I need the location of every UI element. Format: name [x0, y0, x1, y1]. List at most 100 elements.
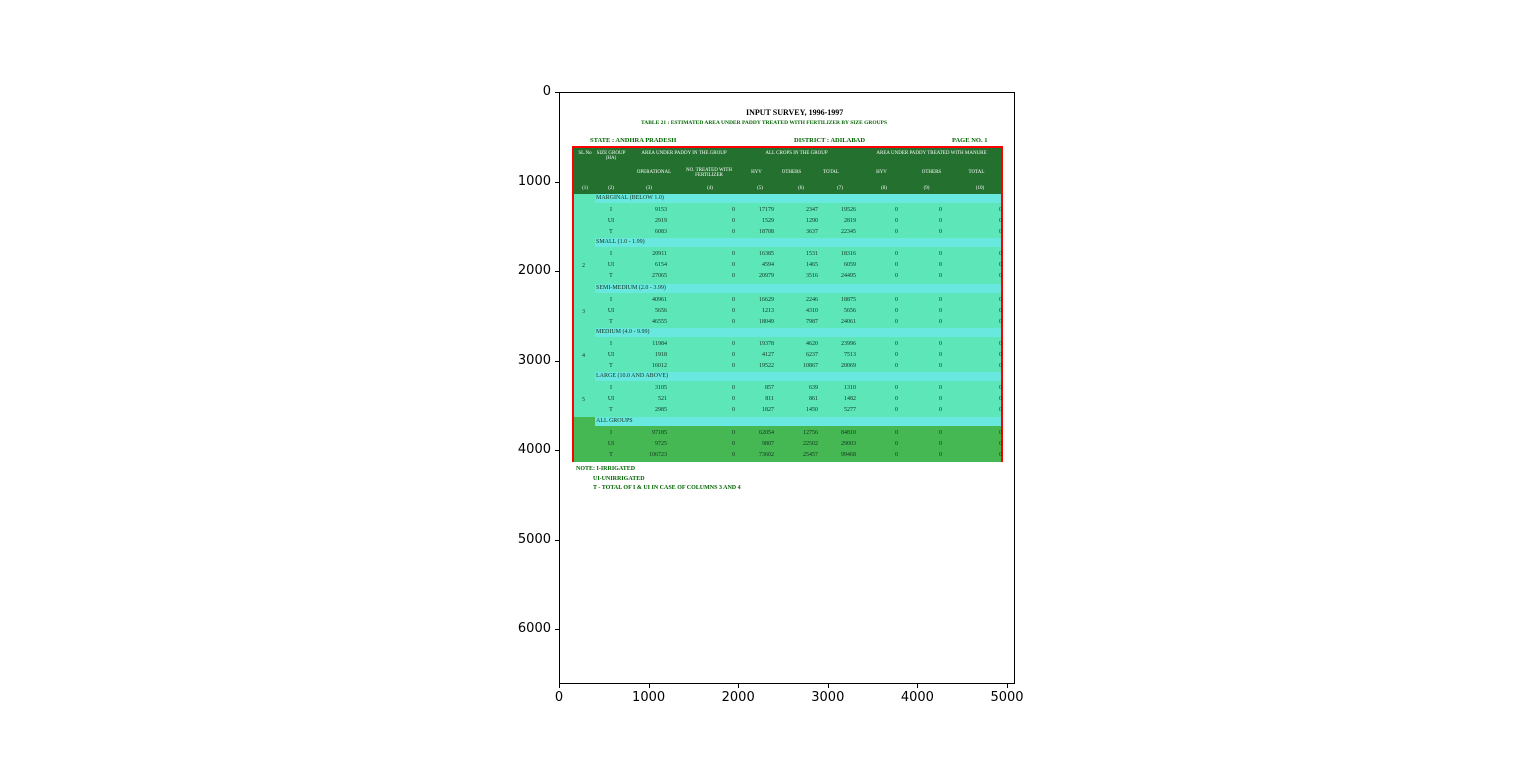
- table-cell: 19522: [759, 363, 774, 369]
- table-cell: 0: [999, 319, 1002, 325]
- table-cell: 0: [895, 207, 898, 213]
- table-cell: 0: [999, 441, 1002, 447]
- table-cell: 1531: [806, 251, 818, 257]
- table-cell: 0: [732, 385, 735, 391]
- table-cell: 0: [732, 308, 735, 314]
- table-cell: 0: [732, 262, 735, 268]
- table-cell: 0: [895, 319, 898, 325]
- row-type: I: [610, 207, 612, 213]
- x-tick-mark: [738, 684, 740, 688]
- table-cell: 861: [809, 396, 818, 402]
- table-cell: 23996: [841, 341, 856, 347]
- table-cell: 46555: [652, 319, 667, 325]
- table-cell: 0: [939, 207, 942, 213]
- y-tick-label: 0: [542, 84, 551, 99]
- header-group3: AREA UNDER PADDY TREATED WITH MANURE: [876, 151, 987, 156]
- table-cell: 1465: [806, 262, 818, 268]
- header-sl: SL.No: [578, 151, 592, 156]
- table-cell: 22345: [841, 229, 856, 235]
- table-cell: 19378: [759, 341, 774, 347]
- table-cell: 0: [939, 297, 942, 303]
- table-cell: 639: [809, 385, 818, 391]
- table-cell: 2246: [806, 297, 818, 303]
- doc-subtitle: TABLE 21 : ESTIMATED AREA UNDER PADDY TR…: [641, 120, 888, 126]
- state-label: STATE : ANDHRA PRADESH: [590, 137, 677, 144]
- table-cell: 0: [732, 207, 735, 213]
- table-cell: 12756: [803, 430, 818, 436]
- group-band: [595, 194, 1001, 203]
- group-band: [595, 238, 1001, 247]
- table-cell: 0: [732, 396, 735, 402]
- serial-number: 2: [582, 263, 585, 269]
- table-cell: 1827: [762, 407, 774, 413]
- table-cell: 40961: [652, 297, 667, 303]
- note-irrigated: NOTE: I-IRRIGATED: [576, 466, 636, 472]
- y-tick-mark: [555, 539, 559, 541]
- table-cell: 1213: [762, 308, 774, 314]
- table-cell: 18875: [841, 297, 856, 303]
- table-cell: 62054: [759, 430, 774, 436]
- x-tick-label: 0: [554, 690, 564, 705]
- table-cell: 0: [732, 430, 735, 436]
- table-cell: 0: [895, 441, 898, 447]
- table-cell: 2347: [806, 207, 818, 213]
- table-cell: 2919: [655, 218, 667, 224]
- table-cell: 0: [732, 273, 735, 279]
- table-cell: 0: [895, 430, 898, 436]
- doc-title: INPUT SURVEY, 1996-1997: [746, 108, 844, 117]
- table-cell: 0: [999, 363, 1002, 369]
- row-type: I: [610, 341, 612, 347]
- table-cell: 16385: [759, 251, 774, 257]
- row-type: UI: [607, 262, 615, 268]
- row-type: I: [610, 251, 612, 257]
- table-cell: 0: [895, 385, 898, 391]
- table-cell: 5656: [655, 308, 667, 314]
- table-cell: 106723: [649, 452, 667, 458]
- y-tick-label: 5000: [517, 531, 551, 547]
- table-cell: 0: [939, 262, 942, 268]
- note-total: T - TOTAL OF I & UI IN CASE OF COLUMNS 3…: [593, 485, 741, 491]
- note-unirrigated: UI-UNIRRIGATED: [593, 476, 645, 482]
- table-cell: 1290: [806, 218, 818, 224]
- table-cell: 0: [999, 229, 1002, 235]
- table-cell: 0: [999, 452, 1002, 458]
- table-cell: 29003: [841, 441, 856, 447]
- table-cell: 857: [765, 385, 774, 391]
- table-cell: 9807: [762, 441, 774, 447]
- table-cell: 3637: [806, 229, 818, 235]
- table-cell: 0: [939, 407, 942, 413]
- y-tick-mark: [555, 271, 559, 272]
- table-cell: 521: [658, 396, 667, 402]
- x-tick-label: 3000: [811, 690, 845, 705]
- table-cell: 0: [999, 207, 1002, 213]
- header-col5: HYV: [751, 170, 762, 175]
- header-col7: TOTAL: [823, 170, 839, 175]
- header-size: SIZE GROUP (HA): [596, 151, 626, 161]
- table-cell: 17179: [759, 207, 774, 213]
- table-cell: 73602: [759, 452, 774, 458]
- row-type: T: [609, 273, 613, 279]
- group-label: SEMI-MEDIUM (2.0 - 3.99): [596, 285, 666, 291]
- table-cell: 0: [895, 229, 898, 235]
- table-cell: 9725: [655, 441, 667, 447]
- row-type: I: [610, 297, 612, 303]
- x-tick-label: 2000: [721, 690, 755, 705]
- group-label: LARGE (10.0 AND ABOVE): [596, 373, 668, 379]
- table-cell: 6154: [655, 262, 667, 268]
- plot-axes: [559, 92, 1015, 684]
- table-cell: 0: [999, 407, 1002, 413]
- header-col4: NO. TREATED WITH FERTILIZER: [685, 168, 733, 178]
- table-cell: 0: [732, 341, 735, 347]
- row-type: T: [609, 319, 613, 325]
- table-cell: 4594: [762, 262, 774, 268]
- row-type: UI: [607, 308, 615, 314]
- y-tick-label: 2000: [517, 263, 551, 278]
- table-cell: 0: [732, 407, 735, 413]
- table-cell: 19526: [841, 207, 856, 213]
- header-group1: AREA UNDER PADDY IN THE GROUP: [641, 151, 727, 156]
- table-cell: 6059: [844, 262, 856, 268]
- table-cell: 0: [895, 297, 898, 303]
- table-cell: 0: [999, 273, 1002, 279]
- table-cell: 0: [939, 229, 942, 235]
- column-number: (6): [798, 186, 804, 191]
